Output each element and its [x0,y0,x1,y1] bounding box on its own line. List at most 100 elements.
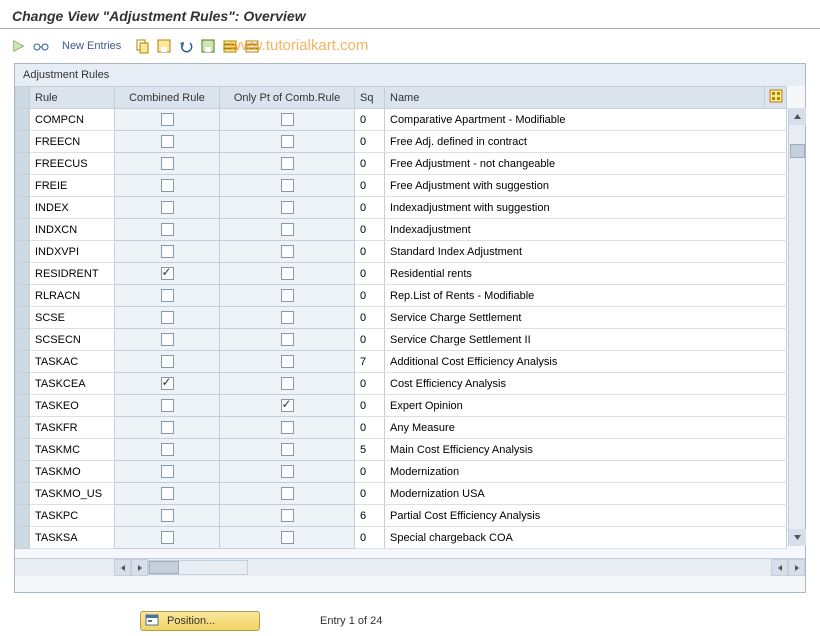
combined-cell[interactable] [115,153,220,175]
row-selector[interactable] [16,395,30,417]
only-cell[interactable] [220,153,355,175]
rule-cell[interactable]: COMPCN [30,109,115,131]
only-checkbox[interactable] [281,157,294,170]
combined-cell[interactable] [115,505,220,527]
row-selector[interactable] [16,241,30,263]
save-variant-icon[interactable] [199,37,217,55]
only-checkbox[interactable] [281,443,294,456]
hscroll-right-icon[interactable] [788,559,805,576]
name-cell[interactable]: Service Charge Settlement [385,307,787,329]
only-cell[interactable] [220,505,355,527]
sq-cell[interactable]: 0 [355,153,385,175]
only-checkbox[interactable] [281,399,294,412]
horizontal-scrollbar-right[interactable] [771,559,805,576]
only-cell[interactable] [220,307,355,329]
only-cell[interactable] [220,175,355,197]
table-row[interactable]: RLRACN0Rep.List of Rents - Modifiable [16,285,787,307]
col-rule-header[interactable]: Rule [30,87,115,109]
sq-cell[interactable]: 6 [355,505,385,527]
rule-cell[interactable]: INDEX [30,197,115,219]
sq-cell[interactable]: 5 [355,439,385,461]
table-config-header[interactable] [765,87,787,109]
sq-cell[interactable]: 0 [355,483,385,505]
hscroll-track[interactable] [148,560,248,575]
only-checkbox[interactable] [281,531,294,544]
new-entries-button[interactable]: New Entries [54,40,129,52]
only-checkbox[interactable] [281,289,294,302]
sq-cell[interactable]: 0 [355,527,385,549]
rule-cell[interactable]: SCSECN [30,329,115,351]
only-cell[interactable] [220,483,355,505]
table-row[interactable]: TASKEO 0Expert Opinion [16,395,787,417]
table-row[interactable]: TASKFR0Any Measure [16,417,787,439]
name-cell[interactable]: Indexadjustment [385,219,787,241]
rule-cell[interactable]: RESIDRENT [30,263,115,285]
combined-checkbox[interactable] [161,201,174,214]
combined-cell[interactable] [115,285,220,307]
rule-cell[interactable]: SCSE [30,307,115,329]
row-selector[interactable] [16,285,30,307]
combined-cell[interactable] [115,307,220,329]
table-row[interactable]: RESIDRENT0Residential rents [16,263,787,285]
rule-cell[interactable]: TASKFR [30,417,115,439]
expand-icon[interactable] [10,37,28,55]
row-selector[interactable] [16,351,30,373]
sq-cell[interactable]: 7 [355,351,385,373]
combined-cell[interactable] [115,197,220,219]
row-selector[interactable] [16,131,30,153]
name-cell[interactable]: Main Cost Efficiency Analysis [385,439,787,461]
name-cell[interactable]: Comparative Apartment - Modifiable [385,109,787,131]
name-cell[interactable]: Expert Opinion [385,395,787,417]
name-cell[interactable]: Modernization USA [385,483,787,505]
sq-cell[interactable]: 0 [355,175,385,197]
only-checkbox[interactable] [281,223,294,236]
row-selector[interactable] [16,109,30,131]
rule-cell[interactable]: TASKMO_US [30,483,115,505]
table-row[interactable]: TASKSA0Special chargeback COA [16,527,787,549]
row-selector[interactable] [16,153,30,175]
copy-icon[interactable] [133,37,151,55]
only-cell[interactable] [220,109,355,131]
col-name-header[interactable]: Name [385,87,765,109]
vertical-scrollbar[interactable] [788,108,805,546]
rule-cell[interactable]: TASKMC [30,439,115,461]
only-cell[interactable] [220,263,355,285]
combined-checkbox[interactable] [161,245,174,258]
table-row[interactable]: INDXCN0Indexadjustment [16,219,787,241]
only-cell[interactable] [220,461,355,483]
combined-checkbox[interactable] [161,355,174,368]
only-cell[interactable] [220,373,355,395]
rule-cell[interactable]: INDXVPI [30,241,115,263]
table-row[interactable]: SCSE0Service Charge Settlement [16,307,787,329]
table-row[interactable]: TASKMO_US 0Modernization USA [16,483,787,505]
table-row[interactable]: FREECN0Free Adj. defined in contract [16,131,787,153]
only-checkbox[interactable] [281,113,294,126]
only-cell[interactable] [220,219,355,241]
table-row[interactable]: FREIE0Free Adjustment with suggestion [16,175,787,197]
select-rows-icon[interactable] [221,37,239,55]
sq-cell[interactable]: 0 [355,263,385,285]
sq-cell[interactable]: 0 [355,395,385,417]
combined-checkbox[interactable] [161,333,174,346]
sq-cell[interactable]: 0 [355,373,385,395]
table-settings-icon[interactable] [769,89,783,106]
row-selector[interactable] [16,483,30,505]
scroll-up-icon[interactable] [789,108,806,125]
col-sq-header[interactable]: Sq [355,87,385,109]
rule-cell[interactable]: RLRACN [30,285,115,307]
sq-cell[interactable]: 0 [355,241,385,263]
only-checkbox[interactable] [281,267,294,280]
col-only-header[interactable]: Only Pt of Comb.Rule [220,87,355,109]
table-row[interactable]: TASKMC 5Main Cost Efficiency Analysis [16,439,787,461]
combined-checkbox[interactable] [161,179,174,192]
name-cell[interactable]: Modernization [385,461,787,483]
name-cell[interactable]: Standard Index Adjustment [385,241,787,263]
row-selector[interactable] [16,527,30,549]
combined-checkbox[interactable] [161,135,174,148]
table-row[interactable]: SCSECN0Service Charge Settlement II [16,329,787,351]
combined-checkbox[interactable] [161,487,174,500]
combined-cell[interactable] [115,395,220,417]
only-cell[interactable] [220,241,355,263]
combined-checkbox[interactable] [161,223,174,236]
rule-cell[interactable]: TASKEO [30,395,115,417]
